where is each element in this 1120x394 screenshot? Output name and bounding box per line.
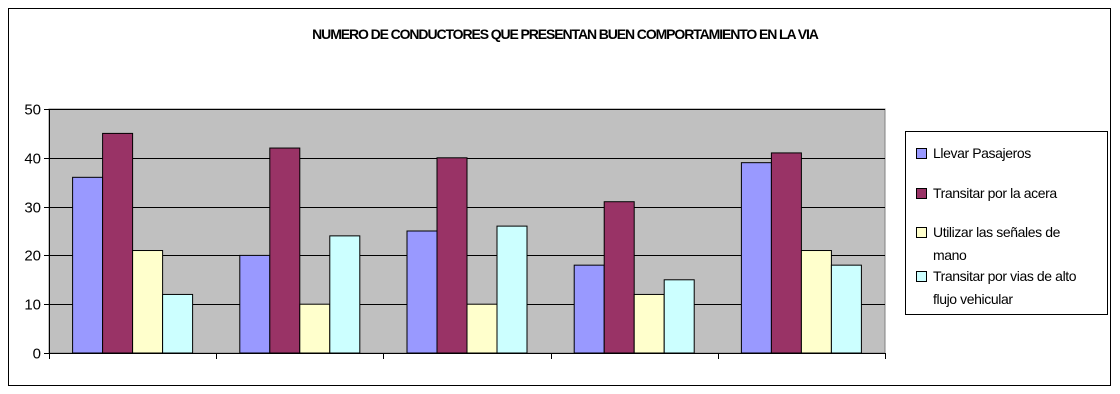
- chart-legend: Llevar Pasajeros Transitar por la acera …: [905, 131, 1108, 315]
- bar: [269, 147, 301, 354]
- bar: [132, 250, 164, 354]
- bar: [633, 293, 665, 354]
- bar: [603, 201, 635, 354]
- chart-title: NUMERO DE CONDUCTORES QUE PRESENTAN BUEN…: [312, 26, 819, 42]
- bar: [573, 264, 605, 354]
- y-tick-label: 10: [24, 297, 41, 314]
- bar: [239, 254, 271, 354]
- y-tick-label: 30: [24, 200, 41, 217]
- bar: [299, 303, 331, 354]
- legend-swatch: [916, 188, 927, 199]
- bar: [436, 157, 468, 354]
- bar: [663, 279, 695, 354]
- legend-label: Transitar por vias de alto: [933, 268, 1077, 284]
- legend-label: Utilizar las señales de: [933, 224, 1060, 240]
- bar: [406, 230, 438, 354]
- legend-swatch: [916, 148, 927, 159]
- legend-label-line2: mano: [933, 247, 967, 263]
- bar: [800, 250, 832, 354]
- y-tick-label: 0: [33, 346, 41, 363]
- bar: [466, 303, 498, 354]
- bar: [329, 235, 361, 354]
- y-tick-label: 20: [24, 248, 41, 265]
- legend-label: Llevar Pasajeros: [933, 145, 1031, 161]
- bar: [162, 293, 194, 354]
- y-tick-label: 40: [24, 151, 41, 168]
- y-tick-label: 50: [24, 102, 41, 119]
- legend-label: Transitar por la acera: [933, 185, 1057, 201]
- bar: [770, 152, 802, 354]
- bar: [830, 264, 862, 354]
- legend-label-line2: flujo vehicular: [933, 291, 1013, 307]
- bar: [740, 162, 772, 354]
- legend-swatch: [916, 227, 927, 238]
- bar: [72, 176, 104, 354]
- bar: [102, 132, 134, 354]
- legend-swatch: [916, 271, 927, 282]
- bar: [496, 225, 528, 354]
